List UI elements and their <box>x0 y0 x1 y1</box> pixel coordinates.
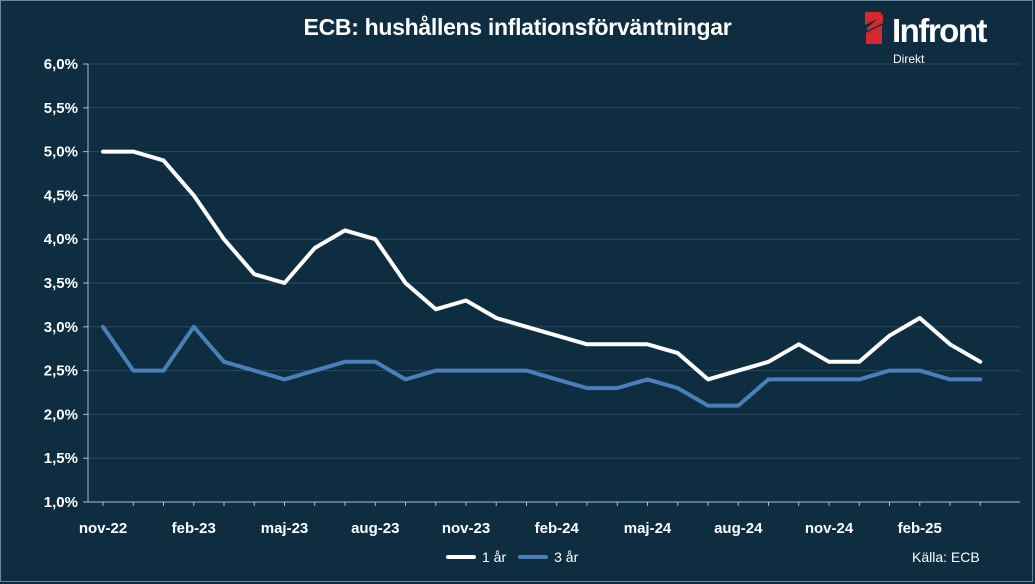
y-tick-label: 6,0% <box>44 56 78 73</box>
x-axis-ticks: nov-22 feb-23 maj-23 aug-23 nov-23 feb-24 maj-… <box>79 520 942 537</box>
infront-logo-mark-icon <box>865 12 883 44</box>
y-tick-label: 3,0% <box>44 319 78 336</box>
series-line-1 <box>101 149 983 382</box>
y-tick-label: 1,5% <box>44 450 78 467</box>
x-tick-label: aug-23 <box>351 520 399 537</box>
legend: 1 år 3 år <box>446 547 590 567</box>
y-tick-label: 5,5% <box>44 100 78 117</box>
source-note: Källa: ECB <box>912 549 980 565</box>
y-tick-label: 4,5% <box>44 187 78 204</box>
x-tick-label: feb-25 <box>898 520 942 537</box>
x-tick-label: nov-24 <box>805 520 854 537</box>
y-tick-label: 5,0% <box>44 144 78 161</box>
chart-title: ECB: hushållens inflationsförväntningar <box>303 14 732 40</box>
x-tick-label: maj-23 <box>261 520 309 537</box>
y-tick-label: 1,0% <box>44 494 78 511</box>
legend-label-series-2: 3 år <box>554 549 579 565</box>
series-line-2 <box>101 324 983 408</box>
x-tick-label: nov-22 <box>79 520 127 537</box>
x-tick-label: nov-23 <box>442 520 490 537</box>
x-tick-label: feb-23 <box>172 520 216 537</box>
y-tick-label: 4,0% <box>44 231 78 248</box>
legend-item-series-2: 3 år <box>518 549 578 565</box>
series-lines <box>101 149 983 408</box>
y-tick-label: 2,0% <box>44 406 78 423</box>
logo-wordmark: Infront <box>892 12 987 49</box>
gridlines <box>88 63 1020 459</box>
x-tick-label: feb-24 <box>535 520 580 537</box>
legend-swatch-series-2 <box>518 555 549 559</box>
y-axis-ticks: 1,0% 1,5% 2,0% 2,5% 3,0% 3,5% 4,0% 4,5% 5,0% 5,5%… <box>44 56 78 511</box>
x-tick-label: aug-24 <box>714 520 763 537</box>
y-tick-label: 2,5% <box>44 363 78 380</box>
axes <box>83 63 1020 506</box>
legend-item-series-1: 1 år <box>446 549 506 565</box>
legend-label-series-1: 1 år <box>482 549 507 565</box>
legend-swatch-series-1 <box>446 555 476 559</box>
logo-subtitle: Direkt <box>893 52 925 66</box>
infront-logo: Infront Direkt <box>862 10 1022 70</box>
y-tick-label: 3,5% <box>44 275 78 292</box>
x-tick-label: maj-24 <box>624 520 672 537</box>
